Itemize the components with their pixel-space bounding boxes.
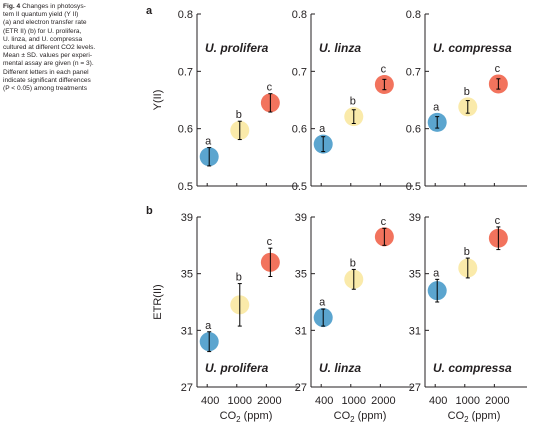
panel-label: a <box>146 5 153 17</box>
significance-letter: c <box>495 215 501 227</box>
x-tick-label: 1000 <box>342 395 366 407</box>
caption-line: Different letters in each panel <box>3 68 89 76</box>
significance-letter: b <box>236 109 242 121</box>
y-tick-label: 0.6 <box>406 124 421 136</box>
caption-line: cultured at different CO2 levels. <box>3 44 96 52</box>
y-tick-label: 31 <box>295 325 307 337</box>
significance-letter: a <box>205 136 212 148</box>
y-tick-label: 35 <box>181 269 193 281</box>
x-tick-label: 400 <box>429 395 447 407</box>
species-label: U. prolifera <box>205 41 269 55</box>
x-tick-label: 2000 <box>371 395 395 407</box>
y-tick-label: 0.8 <box>178 9 193 21</box>
significance-letter: b <box>464 86 470 98</box>
y-tick-label: 27 <box>295 382 307 394</box>
significance-letter: a <box>319 123 326 135</box>
species-label: U. compressa <box>433 361 512 375</box>
facet-3: 0.5 0.6 0.7 0.8 U. compressa a b c <box>406 9 527 193</box>
x-tick-label: 2000 <box>257 395 281 407</box>
figure-caption: Fig. 4 Changes in photosys- tem II quant… <box>3 3 121 93</box>
caption-title: Fig. 4 <box>3 3 21 10</box>
species-label: U. linza <box>319 361 361 375</box>
y-tick-label: 31 <box>181 325 193 337</box>
y-tick-label: 35 <box>295 269 307 281</box>
caption-line: tem II quantum yield (Y II) <box>3 11 79 19</box>
y-tick-label: 0.5 <box>406 181 421 193</box>
x-tick-label: 1000 <box>456 395 480 407</box>
significance-letter: a <box>433 267 440 279</box>
y-tick-label: 0.6 <box>178 124 193 136</box>
significance-letter: a <box>433 101 440 113</box>
y-tick-label: 31 <box>409 325 421 337</box>
y-tick-label: 39 <box>181 212 193 224</box>
y-tick-label: 27 <box>409 382 421 394</box>
y-tick-label: 0.5 <box>178 181 193 193</box>
significance-letter: c <box>381 216 387 228</box>
y-tick-label: 0.7 <box>292 66 307 78</box>
caption-line: (ETR II) (b) for U. prolifera, <box>3 27 82 35</box>
x-tick-label: 2000 <box>485 395 509 407</box>
y-tick-label: 0.7 <box>178 66 193 78</box>
facet-2: 0.5 0.6 0.7 0.8 U. linza a b c <box>292 9 413 193</box>
panel-label: b <box>146 205 153 217</box>
y-axis-label: ETR(II) <box>152 284 164 319</box>
caption-line: (P < 0.05) among treatments <box>3 85 87 93</box>
significance-letter: a <box>319 297 326 309</box>
species-label: U. linza <box>319 41 361 55</box>
significance-letter: b <box>350 257 356 269</box>
caption-line: Mean ± SD. values per experi- <box>3 52 93 60</box>
y-tick-label: 0.6 <box>292 124 307 136</box>
significance-letter: a <box>205 320 212 332</box>
y-tick-label: 35 <box>409 269 421 281</box>
x-tick-label: 400 <box>201 395 219 407</box>
caption-line: U. linza, and U. compressa <box>3 35 83 43</box>
facet-1: 0.5 0.6 0.7 0.8 U. prolifera a b c <box>178 9 299 193</box>
significance-letter: b <box>350 96 356 108</box>
y-tick-label: 39 <box>409 212 421 224</box>
significance-letter: c <box>267 82 273 94</box>
y-tick-label: 0.8 <box>292 9 307 21</box>
species-label: U. prolifera <box>205 361 269 375</box>
significance-letter: c <box>381 64 387 76</box>
y-tick-label: 0.8 <box>406 9 421 21</box>
x-tick-label: 400 <box>315 395 333 407</box>
y-tick-label: 39 <box>295 212 307 224</box>
facet-3: 27 31 35 39 400 1000 2000 CO2 (ppm) U. compressa… <box>409 212 527 424</box>
y-axis-label: Y(II) <box>152 90 164 111</box>
caption-line: mental assay are given (n = 3). <box>3 60 94 68</box>
y-tick-label: 0.5 <box>292 181 307 193</box>
significance-letter: b <box>464 246 470 258</box>
significance-letter: c <box>267 236 273 248</box>
caption-line: Changes in photosys- <box>22 3 86 10</box>
caption-line: indicate significant differences <box>3 76 91 84</box>
x-axis-label: CO2 (ppm) <box>448 410 501 424</box>
caption-line: (a) and electron transfer rate <box>3 19 87 27</box>
significance-letter: b <box>236 272 242 284</box>
y-tick-label: 27 <box>181 382 193 394</box>
x-axis-label: CO2 (ppm) <box>334 410 387 424</box>
y-tick-label: 0.7 <box>406 66 421 78</box>
facet-2: 27 31 35 39 400 1000 2000 CO2 (ppm) U. linza a b c <box>295 212 413 424</box>
x-axis-label: CO2 (ppm) <box>220 410 273 424</box>
facet-1: 27 31 35 39 400 1000 2000 CO2 (ppm) U. prolifera… <box>181 212 299 424</box>
significance-letter: c <box>495 63 501 75</box>
species-label: U. compressa <box>433 41 512 55</box>
x-tick-label: 1000 <box>228 395 252 407</box>
